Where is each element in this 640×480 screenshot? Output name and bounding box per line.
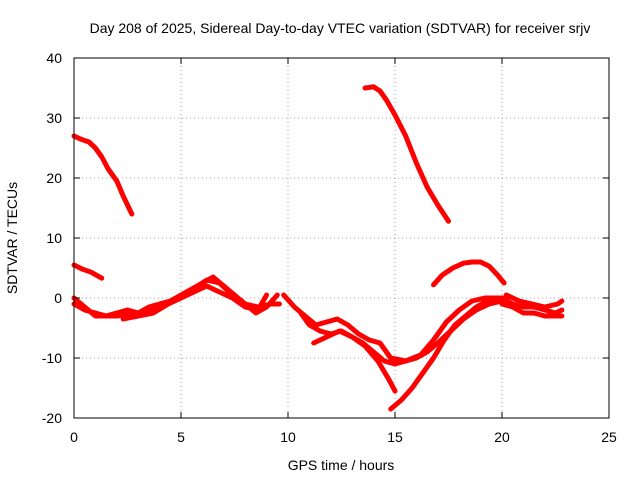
x-tick-label: 5 <box>177 429 185 445</box>
series-arc-2 <box>71 262 105 281</box>
y-tick-label: 30 <box>46 110 62 126</box>
series-arc-11 <box>388 295 505 412</box>
series-arc-6 <box>71 274 280 319</box>
y-tick-label: -20 <box>42 410 62 426</box>
chart-title: Day 208 of 2025, Sidereal Day-to-day VTE… <box>90 20 591 36</box>
series-arc-14 <box>503 292 565 310</box>
y-tick-label: 10 <box>46 230 62 246</box>
series-arc-12 <box>490 295 565 316</box>
x-tick-label: 15 <box>387 429 403 445</box>
series-arc-8 <box>281 292 509 364</box>
x-tick-labels: 0 5 10 15 20 25 <box>70 429 617 445</box>
series-arc-10 <box>311 328 398 394</box>
series-arc-3 <box>362 84 451 224</box>
series-arc-7 <box>120 283 270 322</box>
y-tick-label: -10 <box>42 350 62 366</box>
y-axis-label: SDTVAR / TECUs <box>4 182 20 294</box>
series-arc-1 <box>71 133 135 217</box>
x-tick-label: 0 <box>70 429 78 445</box>
x-tick-label: 10 <box>280 429 296 445</box>
y-tick-label: 0 <box>54 290 62 306</box>
x-tick-label: 25 <box>601 429 617 445</box>
y-tick-label: 40 <box>46 50 62 66</box>
series-arc-4 <box>431 259 507 288</box>
series-arc-13 <box>499 301 565 319</box>
x-axis-label: GPS time / hours <box>288 457 395 473</box>
data-series <box>71 84 565 412</box>
y-tick-label: 20 <box>46 170 62 186</box>
grid-lines <box>74 58 609 418</box>
y-tick-labels: -20 -10 0 10 20 30 40 <box>42 50 62 426</box>
axis-ticks <box>73 57 610 419</box>
x-tick-label: 20 <box>494 429 510 445</box>
